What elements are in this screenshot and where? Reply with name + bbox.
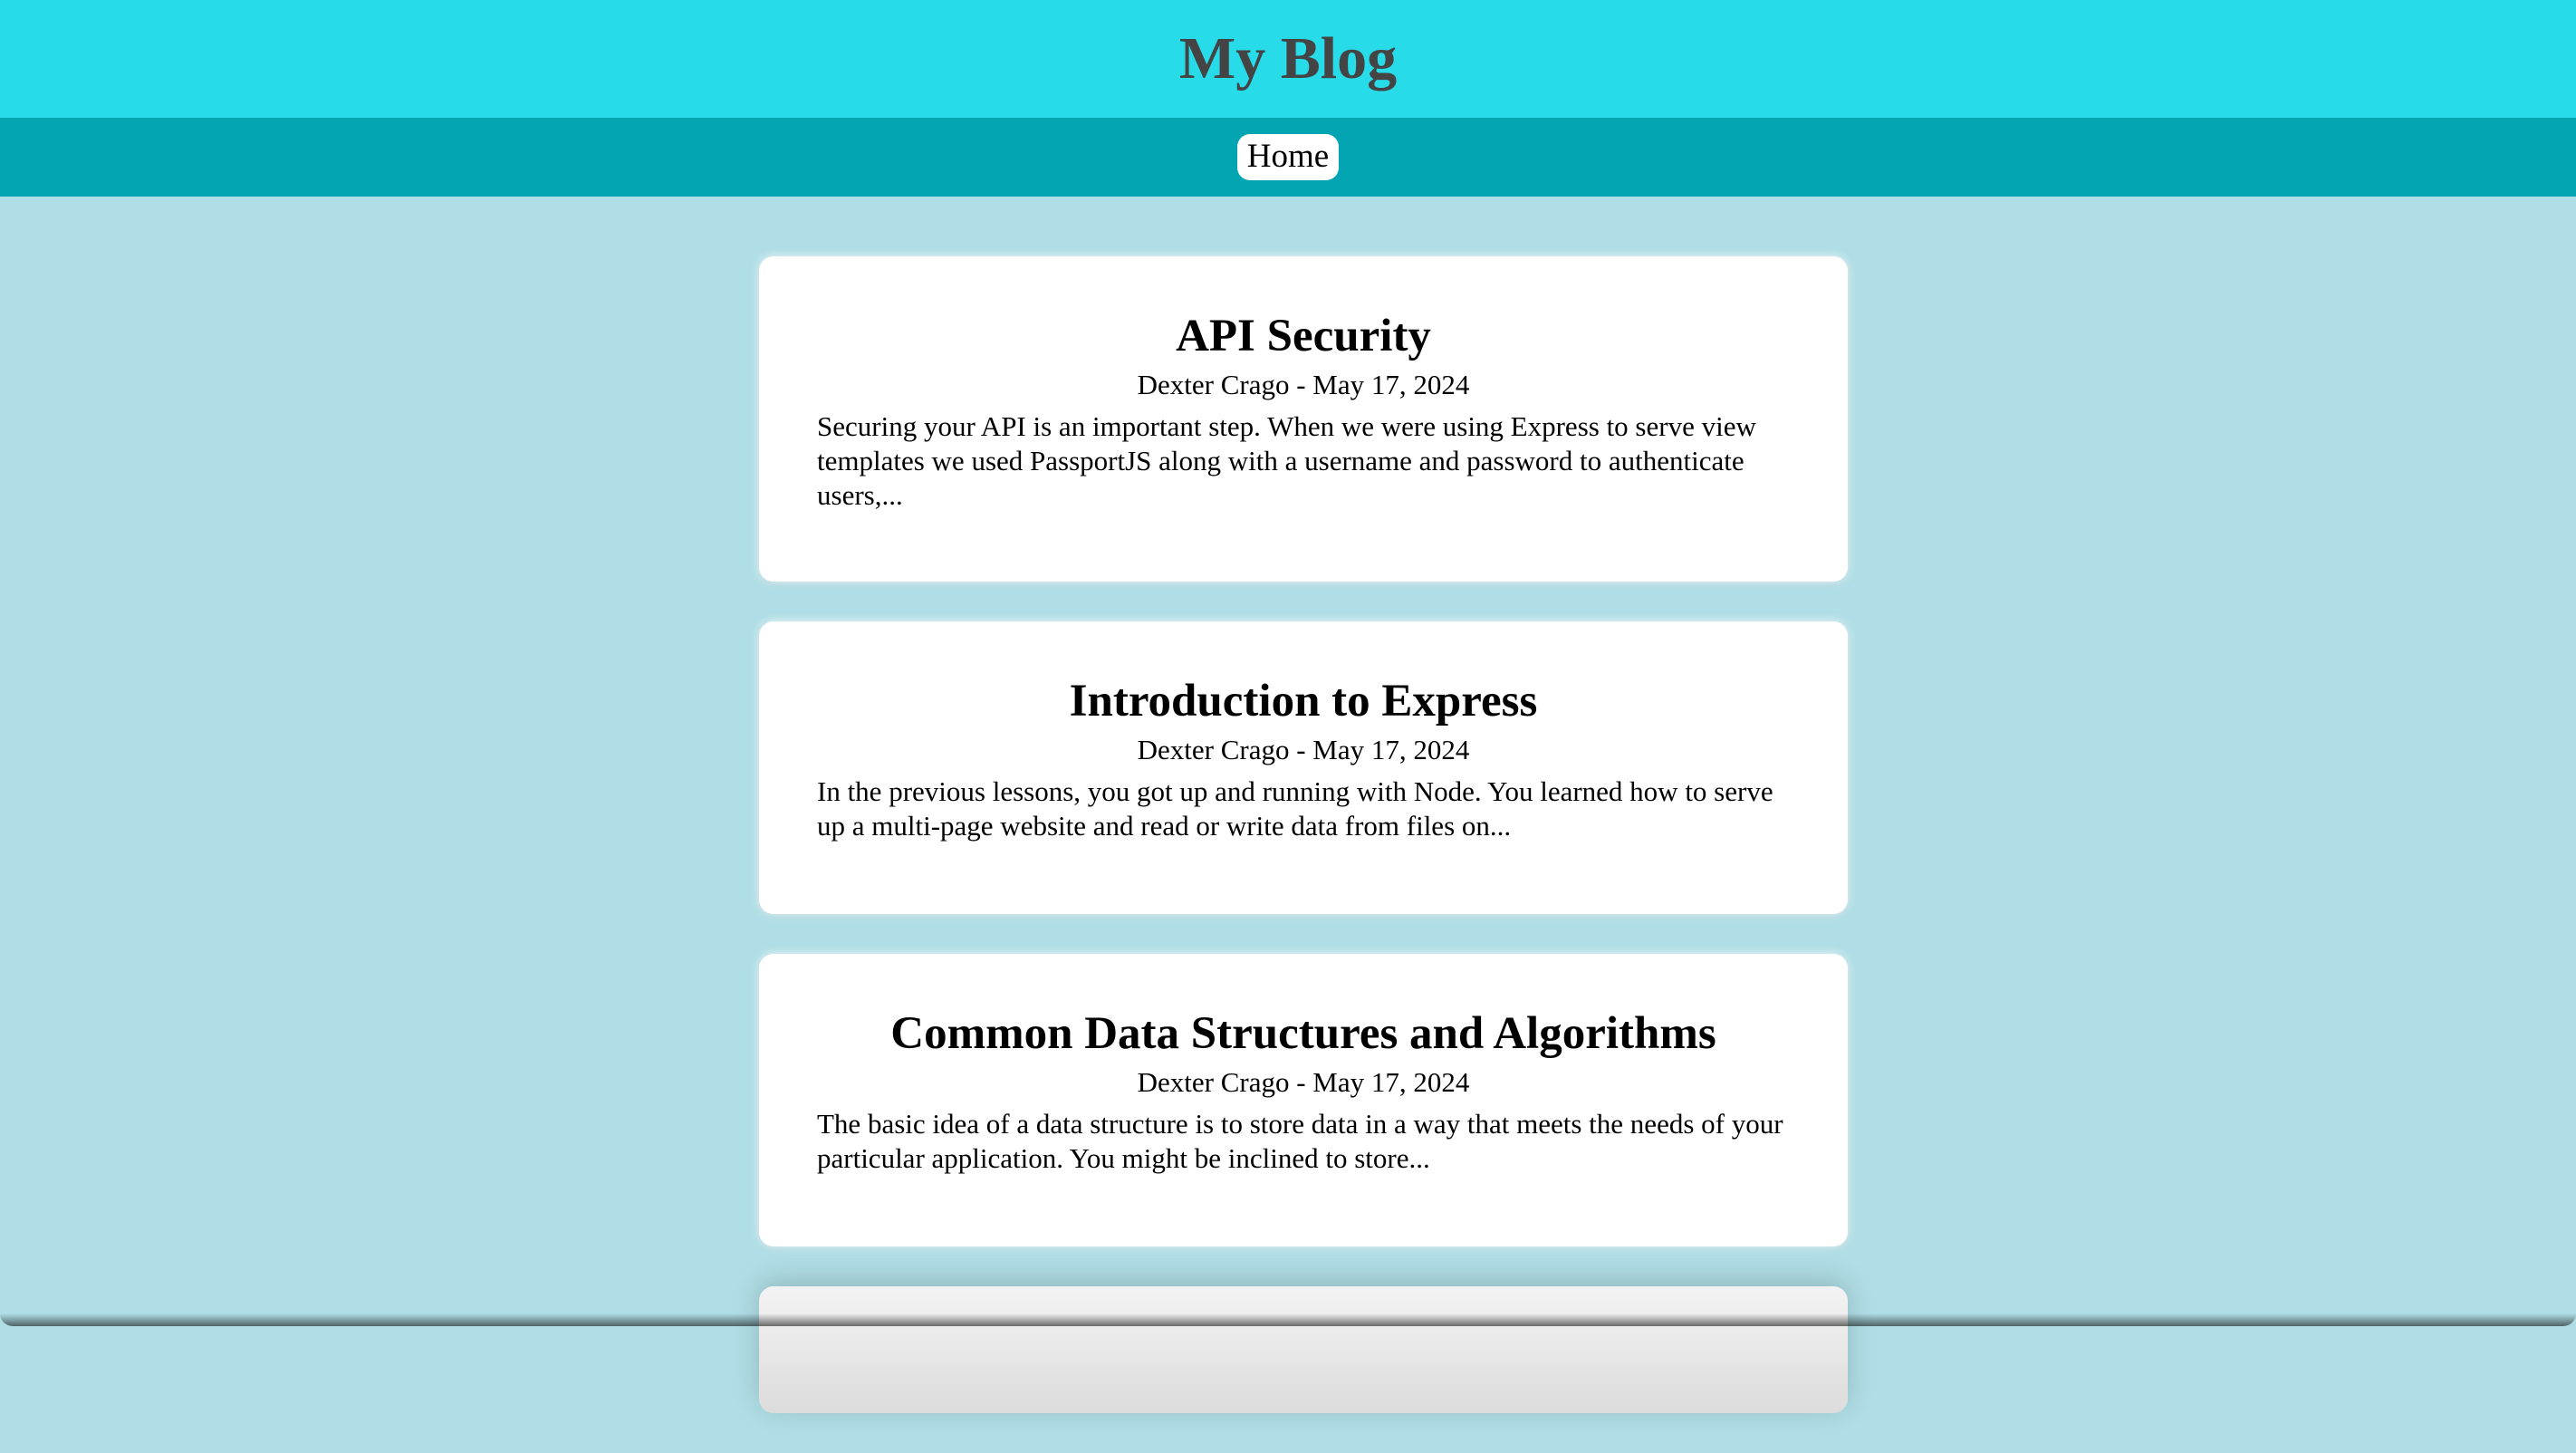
post-card[interactable]: Common Data Structures and Algorithms De… bbox=[759, 954, 1848, 1246]
post-title[interactable]: Introduction to Express bbox=[1069, 676, 1538, 726]
post-card-partial[interactable] bbox=[759, 1286, 1848, 1413]
post-card[interactable]: Introduction to Express Dexter Crago - M… bbox=[759, 621, 1848, 914]
post-list: API Security Dexter Crago - May 17, 2024… bbox=[759, 256, 1848, 1453]
post-title[interactable]: Common Data Structures and Algorithms bbox=[890, 1008, 1716, 1059]
nav-bar: Home bbox=[0, 118, 2576, 197]
post-meta: Dexter Crago - May 17, 2024 bbox=[1137, 369, 1470, 401]
window-bottom-edge bbox=[0, 1313, 2576, 1326]
post-card[interactable]: API Security Dexter Crago - May 17, 2024… bbox=[759, 256, 1848, 582]
post-excerpt: Securing your API is an important step. … bbox=[817, 409, 1756, 511]
post-excerpt: The basic idea of a data structure is to… bbox=[817, 1107, 1783, 1174]
nav-home-link[interactable]: Home bbox=[1236, 134, 1340, 180]
site-title[interactable]: My Blog bbox=[1178, 25, 1398, 91]
post-title[interactable]: API Security bbox=[1176, 311, 1431, 361]
site-header: My Blog bbox=[0, 0, 2576, 118]
post-meta: Dexter Crago - May 17, 2024 bbox=[1137, 734, 1470, 766]
post-meta: Dexter Crago - May 17, 2024 bbox=[1137, 1066, 1470, 1099]
post-excerpt: In the previous lessons, you got up and … bbox=[817, 775, 1773, 842]
